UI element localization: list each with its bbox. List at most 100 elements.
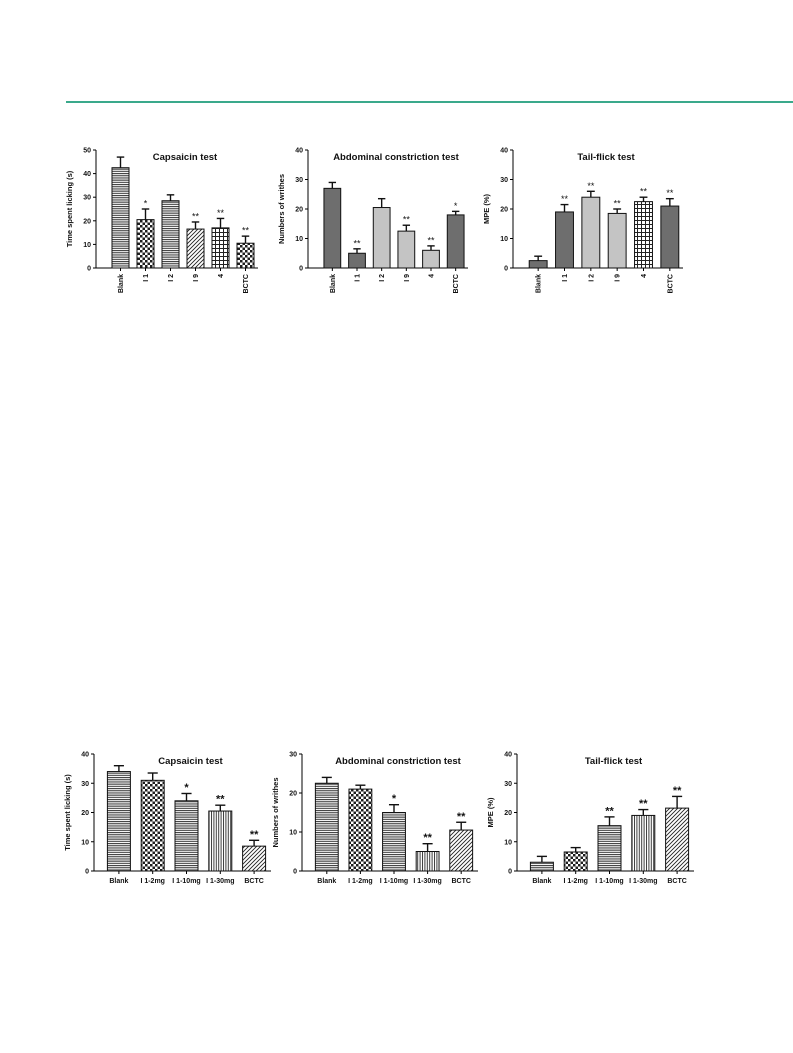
bar [660,205,680,269]
bar [242,845,267,872]
y-tick-label: 0 [85,869,89,876]
significance-marker: ** [427,235,435,245]
y-tick-label: 20 [500,207,508,214]
chart-capsaicin-test-top: Capsaicin test 0 10 20 30 40 50 Time spent lick… [65,148,258,293]
y-tick-label: 0 [504,266,508,273]
bar [348,788,373,872]
y-tick-label: 40 [500,148,508,155]
x-tick-label: Blank [330,274,337,293]
chart-title: Capsaicin test [158,756,223,767]
chart-title: Abdominal constriction test [333,152,459,163]
y-tick-label: 0 [299,266,303,273]
significance-marker: ** [614,199,622,209]
x-tick-label: Blank [109,878,128,885]
y-tick-label: 10 [289,830,297,837]
bar [607,212,627,269]
x-tick-label: Blank [532,878,551,885]
chart-abdominal-constriction-test-top: Abdominal constriction test 0 10 20 30 40 Numb… [277,148,468,293]
x-tick-label: I 1-2mg [140,878,165,885]
y-tick-label: 50 [83,148,91,155]
bar [665,807,690,872]
x-tick-label: I 1-10mg [380,878,408,885]
y-tick-label: 20 [81,810,89,817]
x-tick-label: I 9 [193,274,200,282]
y-tick-label: 10 [500,236,508,243]
x-tick-label: I 1 [143,274,150,282]
bar [415,851,440,872]
significance-marker: ** [423,832,432,844]
bar [106,771,131,872]
chart-abdominal-constriction-test-bottom: Abdominal constriction test 0 10 20 30 Number… [271,752,478,885]
significance-marker: ** [587,181,595,191]
bar [236,242,255,269]
significance-marker: ** [666,188,674,198]
y-tick-label: 10 [81,839,89,846]
significance-marker: * [392,793,397,805]
bar [348,252,366,269]
y-tick-label: 10 [83,242,91,249]
bar [446,214,465,269]
y-axis-label: Time spent licking (s) [65,170,74,247]
chart-capsaicin-test-bottom: Capsaicin test 0 10 20 30 40 Time spent lickin… [63,752,271,885]
y-tick-label: 30 [81,781,89,788]
significance-marker: * [454,201,458,211]
x-tick-label: Blank [118,274,125,293]
chart-title: Capsaicin test [153,152,218,163]
y-tick-label: 30 [500,177,508,184]
bar [555,211,574,269]
significance-marker: ** [561,194,569,204]
x-tick-label: I 1-30mg [413,878,441,885]
chart-title: Abdominal constriction test [335,756,461,767]
bar [314,782,339,872]
x-tick-label: BCTC [244,878,263,885]
y-tick-label: 30 [83,195,91,202]
x-tick-label: I 2 [588,274,595,282]
y-axis-label: MPE (%) [486,797,495,828]
bar [449,829,474,872]
y-tick-label: 40 [83,171,91,178]
significance-marker: ** [250,829,259,841]
bar [581,196,601,269]
y-tick-label: 0 [87,266,91,273]
y-tick-label: 20 [295,207,303,214]
chart-tail-flick-test-top: Tail-flick test 0 10 20 30 40 MPE (%) Blank ** I … [482,148,683,293]
significance-marker: ** [457,811,466,823]
y-tick-label: 0 [508,869,512,876]
significance-marker: ** [403,215,411,225]
x-tick-label: I 1-30mg [629,878,657,885]
significance-marker: * [184,782,189,794]
x-tick-label: I 1-2mg [563,878,588,885]
significance-marker: * [144,199,148,209]
x-tick-label: BCTC [451,878,470,885]
bar [211,227,230,269]
significance-marker: ** [217,208,225,218]
x-tick-label: I 9 [615,274,622,282]
x-tick-label: 4 [641,274,648,278]
bar [382,812,406,872]
bar [323,187,342,269]
bar [563,851,588,872]
bar [208,810,233,872]
significance-marker: ** [192,211,200,221]
y-tick-label: 20 [289,791,297,798]
bar [631,814,656,872]
chart-title: Tail-flick test [585,756,643,767]
y-axis-label: Time spent licking (s) [63,774,72,851]
significance-marker: ** [673,785,682,797]
x-tick-label: I 1 [562,274,569,282]
x-tick-label: BCTC [243,274,250,293]
y-tick-label: 30 [504,781,512,788]
bar [529,861,554,872]
bar [422,249,440,269]
bar [186,228,205,269]
bar [397,230,416,269]
y-axis-label: Numbers of writhes [277,174,286,244]
y-axis-label: MPE (%) [482,193,491,224]
x-tick-label: I 9 [404,274,411,282]
x-tick-label: I 1-2mg [348,878,373,885]
y-tick-label: 20 [504,810,512,817]
y-tick-label: 10 [295,236,303,243]
y-tick-label: 10 [504,839,512,846]
x-tick-label: I 1-10mg [595,878,623,885]
chart-title: Tail-flick test [577,152,635,163]
